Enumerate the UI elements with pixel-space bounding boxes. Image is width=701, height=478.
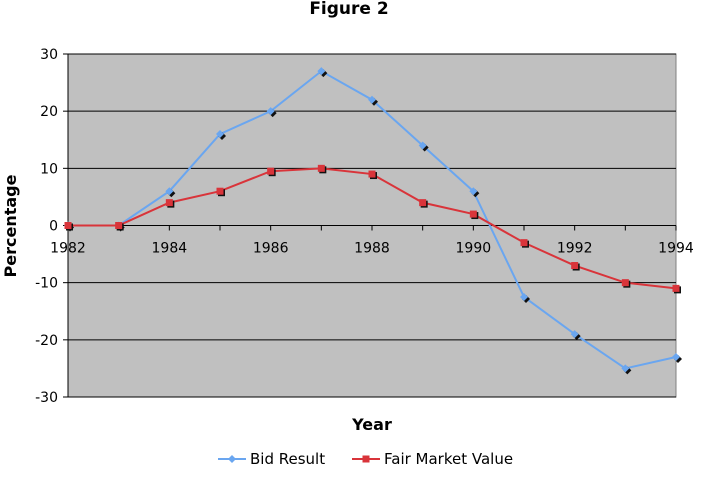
y-tick-label: 30 — [40, 47, 58, 63]
data-point — [115, 222, 123, 229]
x-tick-label: 1994 — [658, 241, 694, 257]
data-point — [621, 279, 629, 287]
data-point — [418, 141, 427, 150]
y-tick-label: -30 — [35, 390, 58, 406]
legend-marker — [228, 455, 236, 463]
legend: Bid Result Fair Market Value — [218, 450, 513, 468]
data-point — [64, 222, 72, 229]
legend-label: Bid Result — [250, 450, 325, 468]
data-point — [672, 352, 680, 361]
data-point — [368, 95, 376, 104]
data-point — [266, 107, 275, 116]
y-tick-label: -10 — [35, 276, 58, 292]
x-tick-label: 1984 — [152, 241, 188, 257]
data-point — [571, 262, 579, 270]
data-point — [469, 210, 477, 218]
legend-marker — [362, 455, 370, 463]
data-point — [520, 292, 528, 301]
data-point — [216, 187, 224, 195]
data-point — [520, 239, 528, 247]
data-point — [368, 170, 376, 178]
x-tick-label: 1990 — [456, 241, 492, 257]
legend-label: Fair Market Value — [384, 450, 513, 468]
data-point — [317, 164, 325, 172]
data-point — [216, 130, 224, 139]
series-1 — [64, 164, 681, 294]
data-point — [621, 364, 630, 373]
x-tick-label: 1982 — [50, 241, 86, 257]
y-tick-labels: 30 20 10 0 -10 -20 -30 — [35, 47, 58, 406]
series-layer — [64, 67, 682, 375]
y-tick-label: 20 — [40, 104, 58, 120]
data-point — [570, 330, 579, 339]
y-tick-label: -20 — [35, 333, 58, 349]
x-tick-label: 1988 — [354, 241, 390, 257]
x-tick-label: 1986 — [253, 241, 289, 257]
chart-title: Figure 2 — [309, 0, 388, 19]
y-tick-label: 0 — [49, 219, 58, 235]
data-point — [419, 199, 427, 207]
y-tick-label: 10 — [40, 161, 58, 177]
data-point — [672, 284, 680, 292]
data-point — [267, 167, 275, 175]
legend-item: Bid Result — [218, 450, 325, 468]
x-axis-title: Year — [351, 415, 392, 434]
x-tick-labels: 1982 1984 1986 1988 1990 1992 1994 — [50, 241, 694, 257]
legend-item: Fair Market Value — [352, 450, 513, 468]
data-point — [469, 187, 478, 196]
data-point — [165, 187, 174, 196]
data-point — [165, 199, 173, 207]
y-axis-title: Percentage — [1, 174, 20, 277]
data-point — [317, 67, 326, 76]
x-tick-label: 1992 — [557, 241, 593, 257]
